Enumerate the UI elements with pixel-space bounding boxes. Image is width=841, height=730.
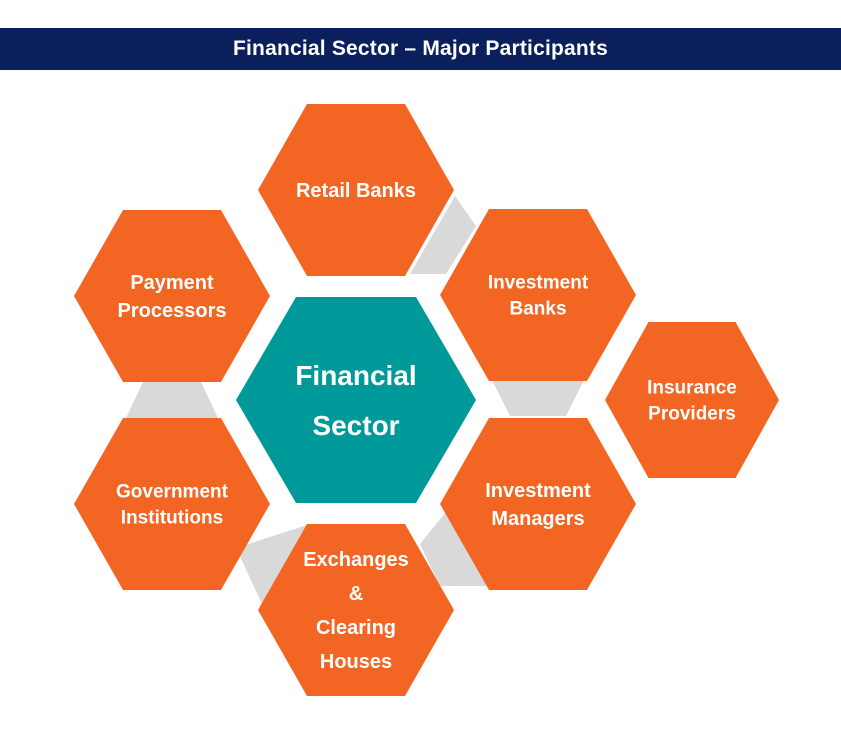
hex-shape-investment-banks [440,209,636,381]
hex-label-investment-managers: Managers [491,508,584,530]
connector-investbanks-managers [492,380,584,416]
hex-label-retail-banks: Retail Banks [296,180,416,202]
hex-shape-insurance-providers [605,322,779,478]
hex-label-payment-processors: Processors [118,300,227,322]
hex-label-investment-banks: Investment [488,273,589,294]
hex-label-exchanges-clearing-houses: Houses [320,651,392,673]
hex-label-exchanges-clearing-houses: Exchanges [303,549,409,571]
hex-shape-center [236,297,476,503]
hex-label-exchanges-clearing-houses: Clearing [316,617,396,639]
connectors [126,196,584,604]
hex-label-exchanges-clearing-houses: & [349,583,363,605]
connector-payment-government [126,380,218,418]
hex-insurance-providers: Insurance Providers [605,322,779,478]
hex-government-institutions: Government Institutions [74,418,270,590]
title-bar: Financial Sector – Major Participants [0,28,841,70]
hex-label-investment-managers: Investment [485,480,591,502]
hex-center: Financial Sector [236,297,476,503]
hex-investment-managers: Investment Managers [440,418,636,590]
hex-exchanges-clearing-houses: Exchanges & Clearing Houses [258,524,454,696]
hex-shape-investment-managers [440,418,636,590]
connector-exchanges-government [236,524,310,604]
hex-label-insurance-providers: Insurance [647,378,737,399]
hex-label-insurance-providers: Providers [648,404,736,425]
hex-label-center: Sector [312,410,399,441]
hex-shape-retail-banks [258,104,454,276]
hex-label-government-institutions: Government [116,482,229,503]
hex-shape-exchanges-clearing-houses [258,524,454,696]
hex-payment-processors: Payment Processors [74,210,270,382]
page-title: Financial Sector – Major Participants [232,37,608,60]
hex-retail-banks: Retail Banks [258,104,454,276]
hex-label-government-institutions: Institutions [121,508,223,529]
hex-label-investment-banks: Banks [509,299,566,320]
hex-label-payment-processors: Payment [130,272,214,294]
connector-retail-investment-banks [410,196,476,274]
hexagons: Financial Sector Retail Banks Investment Ban… [74,104,779,696]
hex-investment-banks: Investment Banks [440,209,636,381]
connector-managers-exchanges [420,512,488,586]
hex-label-center: Financial [295,360,416,391]
hex-shape-government-institutions [74,418,270,590]
hex-shape-payment-processors [74,210,270,382]
